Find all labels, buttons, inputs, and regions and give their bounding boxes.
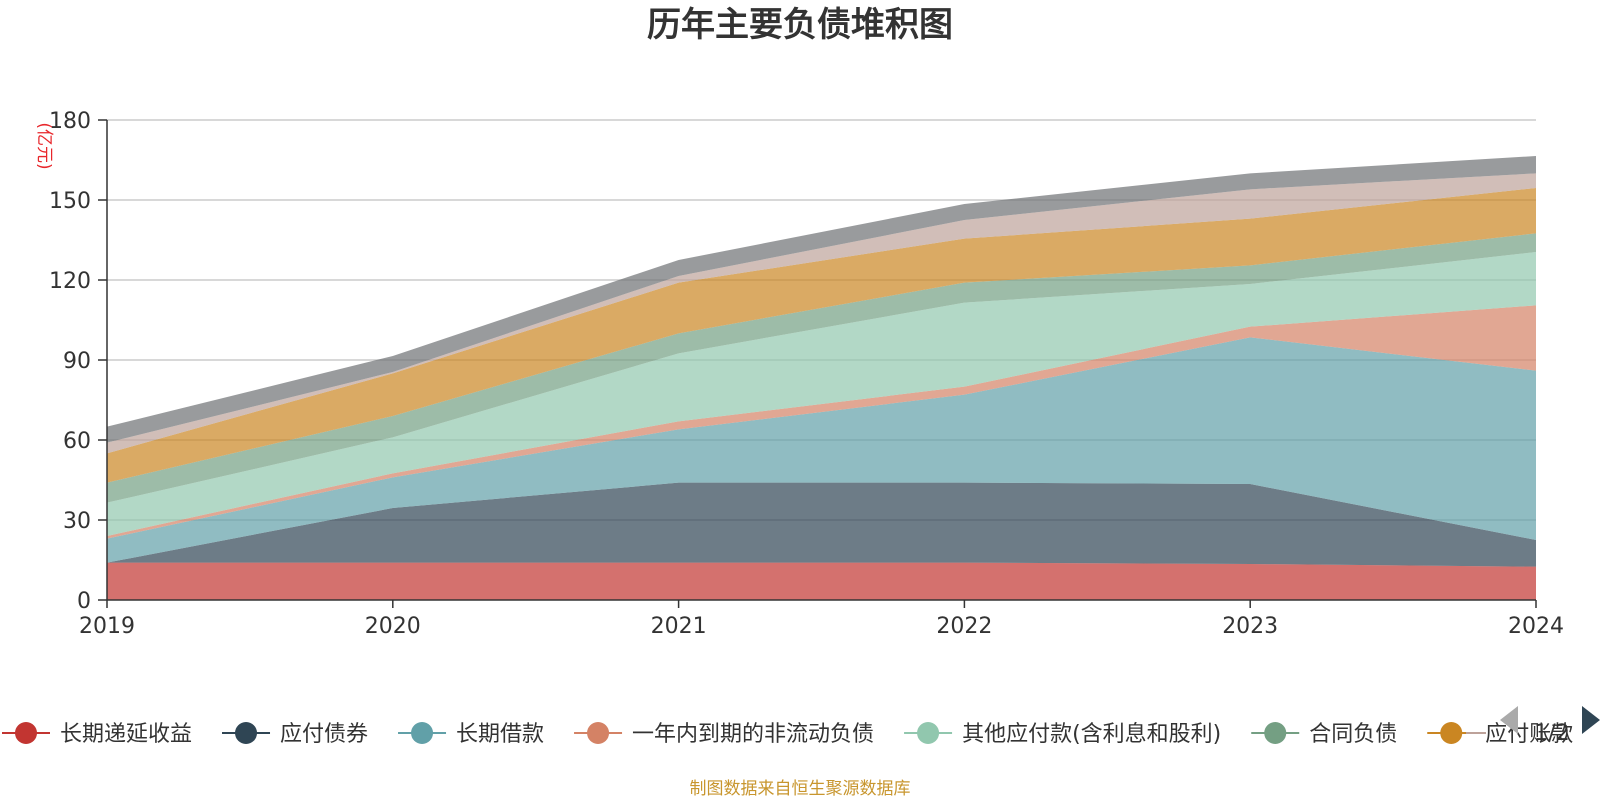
legend-label: 合同负债 [1309, 722, 1397, 747]
area-series-7 [107, 188, 1536, 483]
area-series-8 [107, 173, 1536, 454]
legend-label: 长期递延收益 [60, 722, 192, 747]
y-tick-label: 120 [49, 269, 91, 294]
legend-marker-icon [411, 722, 434, 744]
legend-item[interactable]: 一年内到期的非流动负债 [574, 722, 874, 747]
legend-label: 应付债券 [280, 722, 368, 747]
area-series-4 [107, 305, 1536, 539]
chart-title: 历年主要负债堆积图 [647, 5, 953, 45]
y-tick-label: 90 [63, 349, 91, 374]
legend-label: 其他应付款(含利息和股利) [962, 722, 1221, 747]
legend-marker-icon [1440, 722, 1463, 744]
legend-marker-icon [917, 722, 940, 744]
legend-marker-icon [15, 722, 37, 744]
y-tick-label: 30 [63, 509, 91, 534]
legend-pager: 1/2 [1500, 706, 1600, 746]
y-tick-label: 150 [49, 189, 91, 214]
x-tick-label: 2023 [1222, 614, 1278, 639]
y-tick-label: 60 [63, 429, 91, 454]
x-tick-label: 2019 [79, 614, 135, 639]
x-tick-label: 2022 [936, 614, 992, 639]
area-series-1 [107, 562, 1536, 600]
legend-marker-icon [235, 722, 258, 744]
legend-label: 一年内到期的非流动负债 [632, 722, 874, 747]
legend-item[interactable]: 其他应付款(含利息和股利) [904, 722, 1221, 747]
x-tick-label: 2021 [651, 614, 707, 639]
area-series [107, 156, 1536, 600]
legend-prev-page-icon[interactable] [1500, 706, 1518, 734]
legend-marker-icon [587, 722, 610, 744]
legend-marker-icon [1264, 722, 1287, 744]
legend-label: 长期借款 [456, 722, 544, 747]
area-series-5 [107, 252, 1536, 536]
x-tick-label: 2020 [365, 614, 421, 639]
legend-item[interactable]: 长期递延收益 [2, 722, 192, 747]
x-axis-ticks: 2019 2020 2021 2022 2023 2024 [79, 600, 1564, 639]
y-axis-ticks: 0 30 60 90 120 150 180 [49, 109, 107, 614]
data-source-footer: 制图数据来自恒生聚源数据库 [690, 779, 911, 799]
legend-item[interactable]: 应付账款 [1427, 722, 1573, 747]
area-series-6 [107, 233, 1536, 503]
area-series-3 [107, 337, 1536, 563]
legend-page-indicator: 1/2 [1534, 721, 1569, 746]
y-axis-unit-label: (亿元) [34, 122, 54, 169]
legend: 长期递延收益 应付债券 长期借款 一年内到期的非流动负债 其他应付款(含利息和股利) 合同… [2, 722, 1573, 747]
legend-item[interactable]: 长期借款 [398, 722, 544, 747]
y-tick-label: 0 [77, 589, 91, 614]
area-series-2 [107, 482, 1536, 567]
y-tick-label: 180 [49, 109, 91, 134]
legend-next-page-icon[interactable] [1582, 706, 1600, 734]
legend-item[interactable]: 合同负债 [1251, 722, 1397, 747]
x-tick-label: 2024 [1508, 614, 1564, 639]
legend-item[interactable]: 应付债券 [222, 722, 368, 747]
legend-label: 应付账款 [1485, 722, 1573, 747]
